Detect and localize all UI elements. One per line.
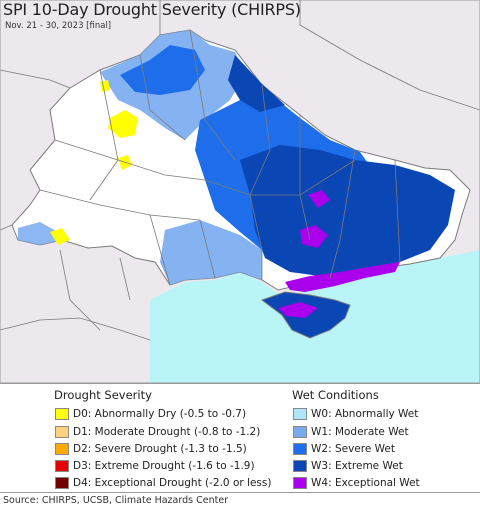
wet-w2-north [120, 45, 205, 95]
legend-item-w2: W2: Severe Wet [293, 442, 395, 456]
legend-item-d4: D4: Exceptional Drought (-2.0 or less) [55, 476, 271, 490]
legend-swatch-d4 [55, 477, 69, 489]
legend-swatch-w0 [293, 408, 307, 420]
wet-w1-south [160, 220, 262, 285]
wet-legend-heading: Wet Conditions [292, 388, 379, 402]
source-credit: Source: CHIRPS, UCSB, Climate Hazards Ce… [3, 495, 229, 506]
legend-swatch-w1 [293, 426, 307, 438]
legend-swatch-d0 [55, 408, 69, 420]
legend-swatch-w2 [293, 443, 307, 455]
legend-item-w0: W0: Abnormally Wet [293, 407, 418, 421]
country-borders [0, 0, 480, 341]
legend-label-d2: D2: Severe Drought (-1.3 to -1.5) [73, 443, 247, 455]
legend-label-w3: W3: Extreme Wet [311, 460, 403, 472]
drought-legend-heading: Drought Severity [54, 388, 152, 402]
legend-label-d0: D0: Abnormally Dry (-0.5 to -0.7) [73, 408, 247, 420]
wet-w4-south [285, 262, 400, 292]
drought-map [0, 0, 480, 384]
legend-swatch-w3 [293, 460, 307, 472]
legend-item-d0: D0: Abnormally Dry (-0.5 to -0.7) [55, 407, 246, 421]
legend-swatch-d2 [55, 443, 69, 455]
wet-w4-east2 [308, 190, 330, 208]
legend-item-d3: D3: Extreme Drought (-1.6 to -1.9) [55, 459, 255, 473]
legend-label-d3: D3: Extreme Drought (-1.6 to -1.9) [73, 460, 255, 472]
wet-w4-east [300, 225, 328, 248]
legend-item-w3: W3: Extreme Wet [293, 459, 403, 473]
legend-item-w1: W1: Moderate Wet [293, 425, 409, 439]
wet-w3-east [240, 145, 455, 276]
legend-swatch-d1 [55, 426, 69, 438]
legend-label-w1: W1: Moderate Wet [311, 426, 409, 438]
dry-d0-north [108, 110, 138, 138]
legend-swatch-w4 [293, 477, 307, 489]
legend-item-d1: D1: Moderate Drought (-0.8 to -1.2) [55, 425, 260, 439]
legend-swatch-d3 [55, 460, 69, 472]
oblast-borders [39, 29, 401, 286]
legend-label-d1: D1: Moderate Drought (-0.8 to -1.2) [73, 426, 261, 438]
legend-item-w4: W4: Exceptional Wet [293, 476, 420, 490]
wet-w4-crimea [278, 302, 318, 318]
map-subtitle: Nov. 21 - 30, 2023 [final] [5, 21, 112, 31]
legend-label-w4: W4: Exceptional Wet [311, 477, 420, 489]
footer-divider [0, 492, 480, 493]
legend-item-d2: D2: Severe Drought (-1.3 to -1.5) [55, 442, 247, 456]
legend-divider [0, 383, 480, 384]
wet-w3-northeast [228, 55, 285, 112]
legend-label-w0: W0: Abnormally Wet [311, 408, 419, 420]
legend-label-d4: D4: Exceptional Drought (-2.0 or less) [73, 477, 272, 489]
map-canvas [0, 0, 480, 384]
dry-d0-west [50, 228, 70, 245]
legend-label-w2: W2: Severe Wet [311, 443, 395, 455]
map-title: SPI 10-Day Drought Severity (CHIRPS) [3, 0, 301, 19]
wet-w1-west [18, 222, 62, 245]
